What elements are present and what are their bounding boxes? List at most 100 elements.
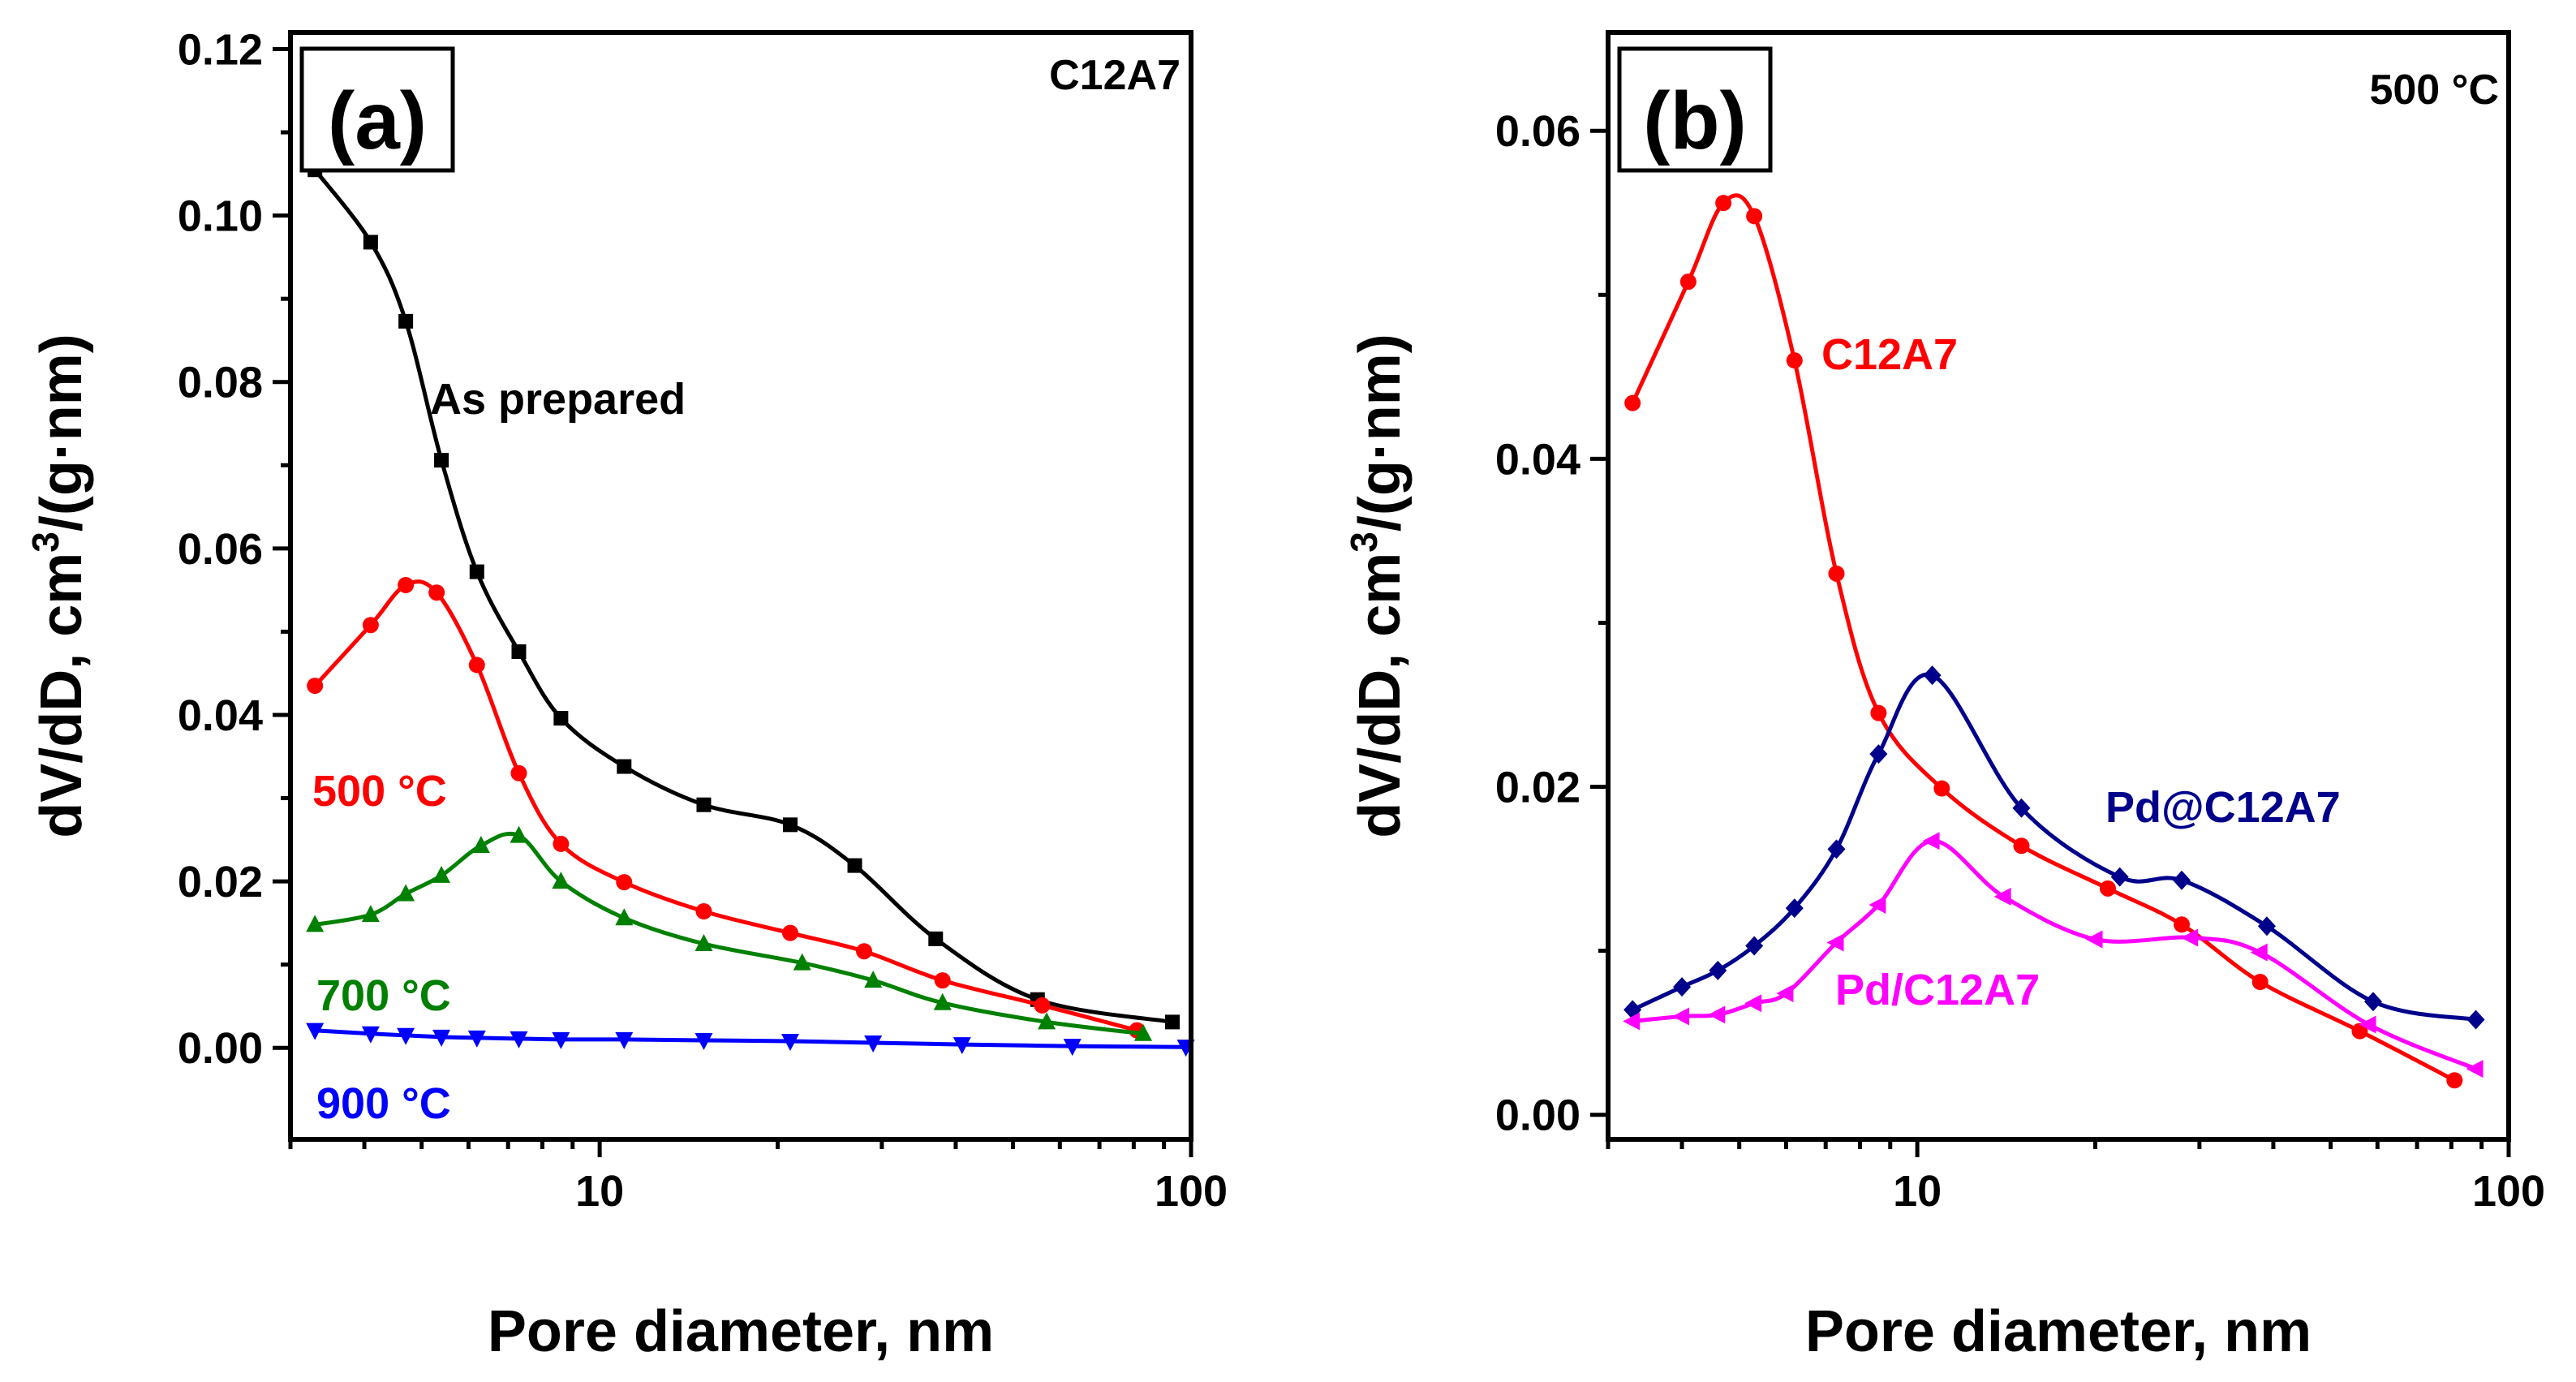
panel-b-point-pd-c12a7: [1923, 665, 1942, 686]
panel-a-y-tick-label: 0.08: [178, 359, 263, 407]
panel-b-y-tick-label: 0.06: [1495, 107, 1580, 156]
panel-b-point-pd-c12a7: [2359, 1015, 2376, 1034]
panel-a-point-500-c: [1034, 997, 1051, 1014]
panel-a-point-500-c: [510, 764, 527, 781]
panel-b-point-c12a7: [1870, 704, 1887, 721]
panel-b-point-c12a7: [1679, 273, 1697, 291]
panel-a-point-700-c: [793, 953, 811, 971]
panel-b-point-c12a7: [1786, 352, 1803, 369]
panel-a-point-900-c: [432, 1029, 451, 1047]
panel-a: 10 100 0.00 0.02 0.04 0.06 0.08 0.10 0.12 (a) C1…: [24, 26, 1228, 1364]
panel-b-point-c12a7: [1828, 565, 1845, 582]
panel-b-point-pd-c12a7: [1993, 887, 2011, 906]
panel-a-point-500-c: [468, 657, 485, 674]
panel-b-point-pd-c12a7: [1708, 1005, 1726, 1024]
panel-b-point-pd-c12a7: [1785, 898, 1804, 919]
annotation-b-pd-slash-c12a7: Pd/C12A7: [1835, 966, 2040, 1014]
panel-a-point-900-c: [552, 1031, 570, 1049]
panel-a-point-900-c: [953, 1037, 971, 1055]
panel-b-series: [1623, 193, 2485, 1089]
panel-a-series-900-c: [306, 1023, 1195, 1057]
panel-a-y-tick-label: 0.06: [178, 525, 263, 574]
panel-a-point-700-c: [615, 908, 634, 926]
panel-a-point-900-c: [781, 1033, 799, 1051]
panel-b-series-pd-c12a7: [1623, 832, 2484, 1078]
panel-b-point-pd-c12a7: [2466, 1060, 2484, 1078]
panel-a-point-900-c: [864, 1035, 883, 1053]
panel-a-corner-label: C12A7: [1049, 52, 1180, 99]
panel-b-point-pd-c12a7: [1826, 933, 1844, 952]
panel-a-point-500-c: [781, 924, 798, 941]
panel-b-point-c12a7: [1933, 780, 1950, 797]
panel-a-point-as-prepared: [847, 858, 862, 873]
panel-b-point-pd-c12a7: [1827, 839, 1846, 859]
panel-b-y-tick-label: 0.00: [1495, 1091, 1580, 1140]
annotation-b-c12a7: C12A7: [1821, 330, 1958, 379]
panel-a-point-as-prepared: [553, 711, 569, 726]
panel-b-point-pd-c12a7: [1623, 1012, 1641, 1031]
panel-a-label-box: [299, 46, 455, 173]
panel-b-label: (b): [1643, 75, 1747, 166]
panel-a-point-500-c: [934, 972, 951, 989]
panel-b-point-pd-c12a7: [2110, 867, 2129, 887]
panel-a-point-900-c: [615, 1031, 634, 1049]
annotation-as-prepared: As prepared: [430, 375, 686, 424]
panel-a-point-700-c: [552, 872, 570, 889]
panel-a-point-700-c: [397, 884, 415, 902]
panel-b: 10 100 0.00 0.02 0.04 0.06 (b) 500 °C C12A7 P…: [1343, 30, 2545, 1364]
panel-b-point-c12a7: [2251, 974, 2269, 991]
panel-a-ticks: 10 100 0.00 0.02 0.04 0.06 0.08 0.10 0.12: [178, 26, 1228, 1216]
panel-a-y-tick-label: 0.10: [178, 192, 263, 241]
panel-a-point-500-c: [362, 617, 379, 634]
panel-a-point-as-prepared: [617, 759, 632, 774]
panel-b-point-pd-c12a7: [1744, 994, 1762, 1013]
panel-a-y-axis-label: dV/dD, cm3/(g·nm): [24, 334, 94, 838]
panel-a-point-700-c: [864, 971, 883, 988]
panel-a-x-tick-label: 10: [575, 1167, 624, 1216]
panel-b-point-c12a7: [2174, 916, 2191, 933]
panel-b-point-pd-c12a7: [1869, 744, 1888, 764]
panel-a-series-as-prepared: [307, 162, 1180, 1030]
panel-b-plot-frame: [1606, 30, 2511, 1142]
panel-b-point-pd-c12a7: [1776, 984, 1794, 1003]
panel-b-point-c12a7: [1624, 394, 1641, 411]
panel-a-point-900-c: [1063, 1039, 1082, 1057]
panel-a-point-as-prepared: [782, 817, 798, 833]
panel-a-point-700-c: [695, 933, 713, 951]
panel-a-point-as-prepared: [928, 931, 944, 946]
panel-a-y-tick-label: 0.12: [178, 26, 263, 75]
panel-a-point-as-prepared: [1165, 1014, 1180, 1030]
panel-a-point-500-c: [616, 874, 633, 891]
panel-b-point-c12a7: [1715, 195, 1732, 212]
panel-b-point-pd-c12a7: [2181, 928, 2199, 947]
panel-b-point-c12a7: [2013, 837, 2030, 855]
panel-a-point-700-c: [1038, 1012, 1056, 1030]
panel-a-point-as-prepared: [511, 644, 527, 660]
panel-a-point-500-c: [398, 576, 415, 593]
panel-a-point-as-prepared: [696, 797, 712, 812]
panel-a-point-500-c: [856, 943, 873, 960]
panel-a-point-as-prepared: [469, 564, 484, 579]
panel-a-point-700-c: [361, 905, 380, 923]
panel-b-point-pd-c12a7: [2257, 916, 2276, 936]
panel-b-y-tick-label: 0.02: [1495, 764, 1580, 812]
panel-a-point-500-c: [428, 584, 445, 601]
panel-a-point-700-c: [432, 865, 451, 883]
panel-b-point-pd-c12a7: [1672, 1007, 1690, 1026]
annotation-500c: 500 °C: [312, 767, 447, 816]
panel-a-point-900-c: [467, 1030, 486, 1048]
panel-a-point-as-prepared: [398, 313, 414, 329]
panel-b-point-pd-c12a7: [1745, 936, 1764, 956]
panel-b-point-c12a7: [2446, 1072, 2463, 1089]
panel-b-point-pd-c12a7: [2012, 798, 2031, 818]
panel-a-point-900-c: [306, 1023, 325, 1040]
panel-a-x-axis-label: Pore diameter, nm: [488, 1299, 994, 1364]
panel-a-point-900-c: [510, 1031, 528, 1048]
panel-a-point-700-c: [933, 992, 952, 1010]
panel-b-line-pd-c12a7: [1632, 838, 2477, 1071]
panel-a-point-900-c: [361, 1026, 380, 1044]
annotation-b-pd-at-c12a7: Pd@C12A7: [2105, 783, 2341, 832]
panel-b-point-pd-c12a7: [2173, 870, 2191, 890]
panel-b-point-pd-c12a7: [2363, 992, 2382, 1012]
panel-b-point-pd-c12a7: [1869, 896, 1886, 915]
